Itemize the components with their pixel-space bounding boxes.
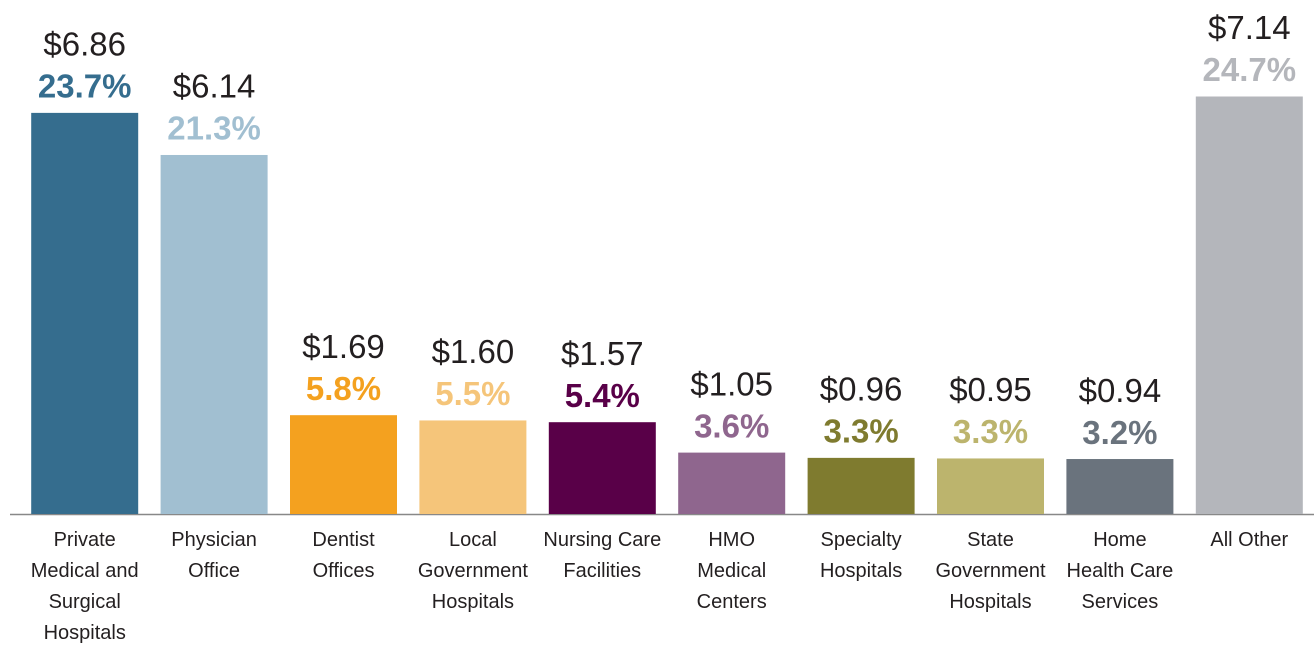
x-tick-label-line: Specialty — [821, 529, 902, 551]
x-tick-label-line: Hospitals — [432, 591, 514, 613]
value-label: $1.05 — [690, 365, 773, 402]
percent-label: 5.8% — [306, 370, 381, 407]
x-tick-label-line: Hospitals — [949, 591, 1031, 613]
percent-label: 3.3% — [823, 413, 898, 450]
bar — [290, 415, 397, 514]
x-tick-label: Private Medical and Surgical Hospitals — [31, 529, 139, 644]
bar — [807, 457, 915, 514]
x-tick-label-line: HMO — [708, 529, 755, 551]
x-tick-label: Nursing Care Facilities — [543, 529, 661, 582]
x-tick-label: Local Government Hospitals — [418, 529, 528, 613]
x-tick-label: State Government Hospitals — [935, 529, 1045, 613]
x-tick-label-line: Private — [54, 529, 116, 551]
x-tick-label: HMO Medical Centers — [697, 529, 767, 613]
bar — [419, 420, 527, 514]
percent-label: 3.6% — [694, 407, 769, 444]
value-label: $1.57 — [561, 335, 644, 372]
x-tick-label-line: Centers — [697, 591, 767, 613]
percent-label: 21.3% — [167, 110, 261, 147]
x-tick-label-line: Hospitals — [820, 560, 902, 582]
x-tick-label-line: Services — [1082, 591, 1159, 613]
percent-label: 5.5% — [435, 375, 510, 412]
x-tick-label-line: Office — [188, 560, 240, 582]
percent-label: 3.2% — [1082, 414, 1157, 451]
x-tick-label: All Other — [1210, 529, 1288, 551]
x-tick-label-line: Medical and — [31, 560, 139, 582]
value-label: $0.95 — [949, 371, 1032, 408]
x-tick-label-line: State — [967, 529, 1014, 551]
bar — [937, 458, 1044, 514]
x-tick-label-line: Home — [1093, 529, 1146, 551]
x-tick-label-line: Local — [449, 529, 497, 551]
x-tick-label-line: Surgical — [49, 591, 121, 613]
x-tick-label: Specialty Hospitals — [820, 529, 902, 582]
x-tick-label-line: Physician — [171, 529, 257, 551]
bar — [1195, 96, 1303, 514]
x-tick-label-line: Government — [935, 560, 1045, 582]
x-tick-label: Physician Office — [171, 529, 257, 582]
x-tick-label-line: Hospitals — [44, 622, 126, 644]
value-label: $0.94 — [1079, 372, 1162, 409]
x-tick-label-line: Medical — [697, 560, 766, 582]
value-label: $6.86 — [43, 26, 126, 63]
x-tick-label-line: All Other — [1210, 529, 1288, 551]
value-label: $1.69 — [302, 328, 385, 365]
bar — [1066, 459, 1174, 514]
bar — [678, 452, 786, 514]
bar — [548, 422, 656, 514]
percent-label: 23.7% — [38, 68, 132, 105]
bar — [31, 112, 139, 514]
x-tick-label-line: Offices — [313, 560, 375, 582]
percent-label: 24.7% — [1203, 51, 1297, 88]
x-tick-label-line: Government — [418, 560, 528, 582]
value-label: $1.60 — [432, 333, 515, 370]
percent-label: 5.4% — [565, 377, 640, 414]
bar — [160, 154, 268, 514]
x-tick-label: Dentist Offices — [312, 529, 375, 582]
value-label: $7.14 — [1208, 9, 1291, 46]
value-label: $0.96 — [820, 371, 903, 408]
percent-label: 3.3% — [953, 413, 1028, 450]
x-tick-label-line: Facilities — [563, 560, 641, 582]
x-tick-label-line: Dentist — [312, 529, 375, 551]
x-tick-label: Home Health Care Services — [1067, 529, 1174, 613]
x-tick-label-line: Nursing Care — [543, 529, 661, 551]
value-label: $6.14 — [173, 68, 256, 105]
x-tick-label-line: Health Care — [1067, 560, 1174, 582]
